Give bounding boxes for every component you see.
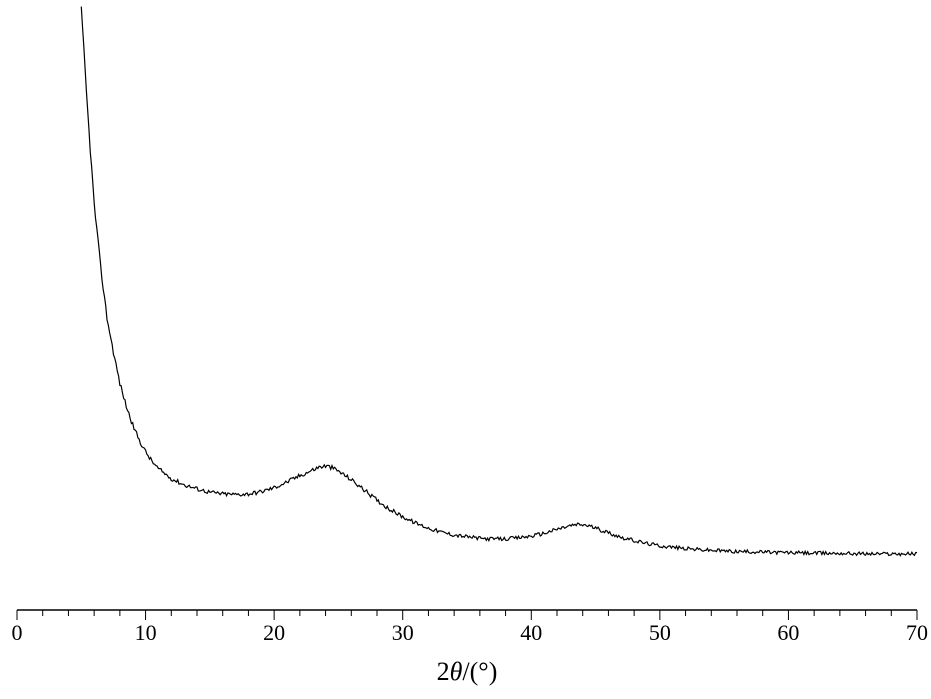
- x-tick-label: 30: [392, 620, 414, 645]
- x-tick-label: 50: [649, 620, 671, 645]
- x-tick-label: 20: [263, 620, 285, 645]
- chart-svg: 0 10 20 30 40 50 60 70 2θ/(°): [0, 0, 931, 699]
- x-axis-label: 2θ/(°): [437, 657, 498, 686]
- x-tick-label: 0: [12, 620, 23, 645]
- xrd-curve: [81, 7, 917, 556]
- xrd-chart: 0 10 20 30 40 50 60 70 2θ/(°): [0, 0, 931, 699]
- x-tick-label: 60: [777, 620, 799, 645]
- x-tick-label: 10: [135, 620, 157, 645]
- x-tick-label: 40: [520, 620, 542, 645]
- x-tick-label: 70: [906, 620, 928, 645]
